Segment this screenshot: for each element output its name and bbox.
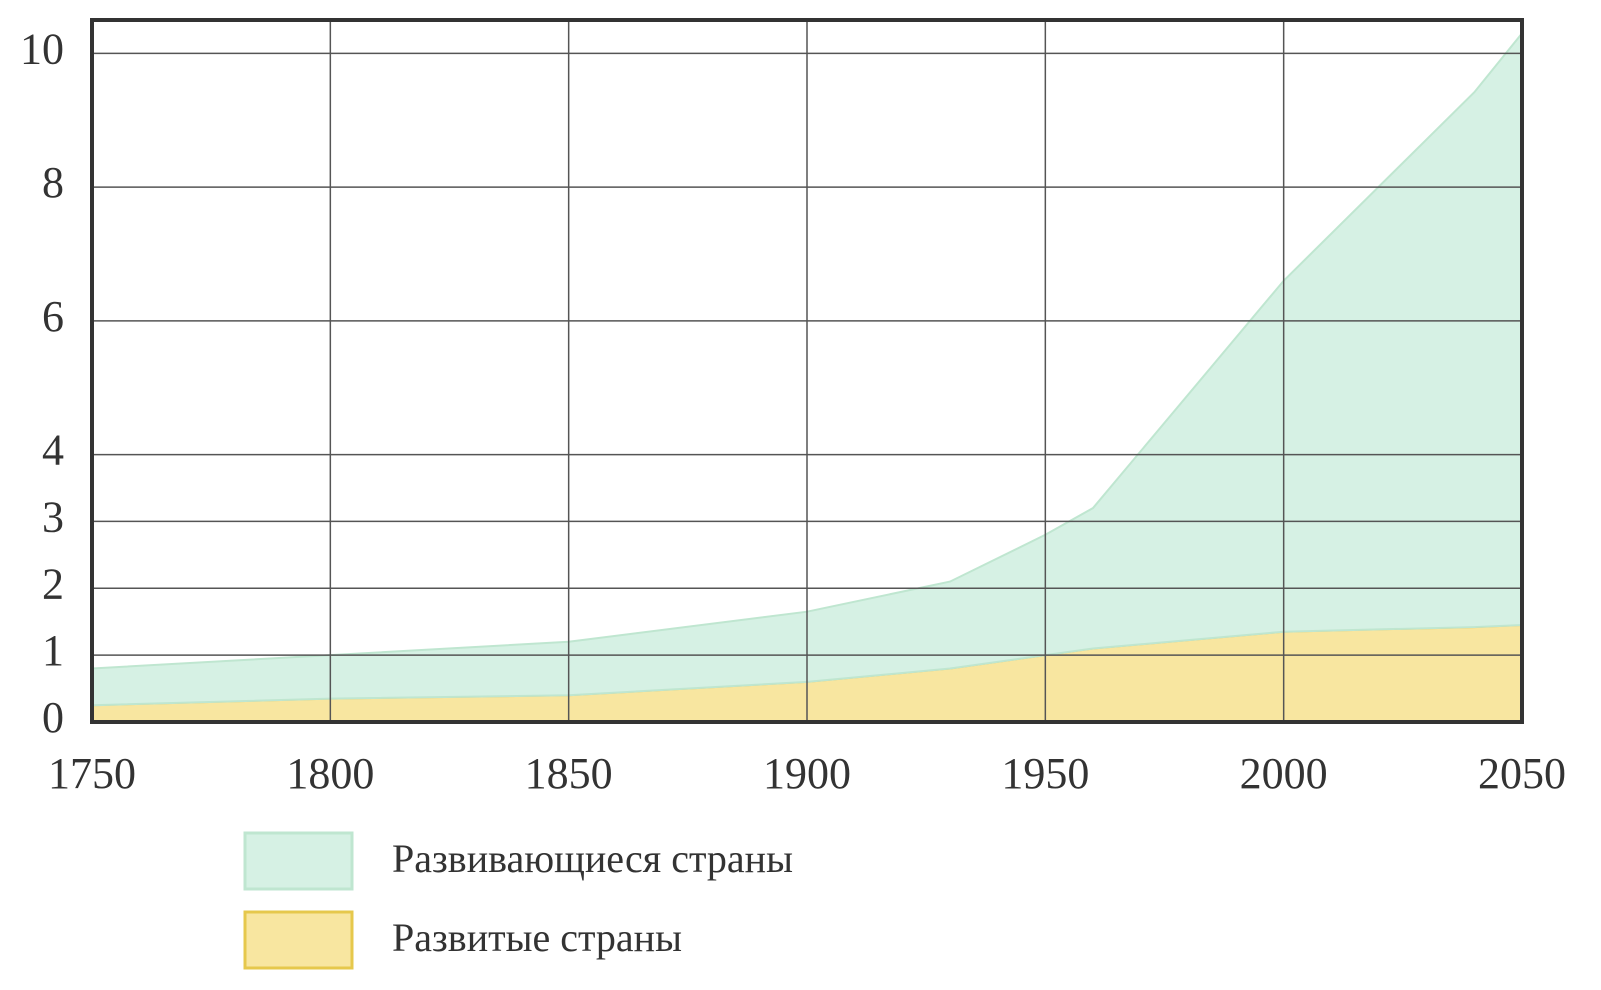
x-tick-label: 2000 [1240,749,1328,798]
x-tick-label: 1850 [525,749,613,798]
y-tick-label: 3 [42,493,64,542]
legend-swatch [243,910,354,970]
y-tick-label: 8 [42,158,64,207]
x-tick-label: 1750 [48,749,136,798]
y-tick-label: 10 [20,25,64,74]
y-tick-label: 1 [42,626,64,675]
legend-swatch [243,831,354,891]
x-tick-label: 1800 [286,749,374,798]
legend-label: Развитые страны [392,915,682,960]
x-tick-label: 1900 [763,749,851,798]
x-tick-label: 1950 [1001,749,1089,798]
frame [90,18,1524,724]
legend-label: Развивающиеся страны [392,836,793,881]
y-tick-label: 6 [42,292,64,341]
x-tick-label: 2050 [1478,749,1566,798]
y-tick-label: 2 [42,559,64,608]
y-tick-label: 4 [42,426,64,475]
y-tick-label: 0 [42,693,64,742]
